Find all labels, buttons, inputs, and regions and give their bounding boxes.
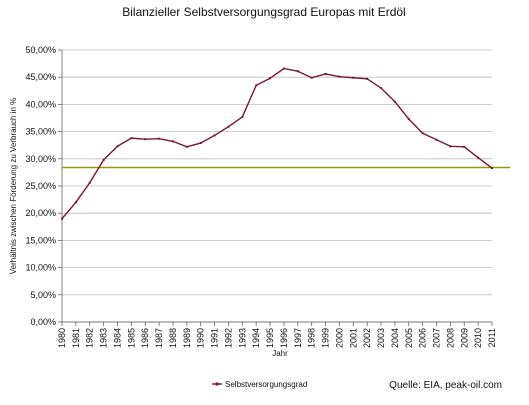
data-point	[213, 134, 216, 137]
x-tick-label: 1981	[71, 328, 81, 348]
data-point	[296, 70, 299, 73]
x-tick-label: 1985	[126, 328, 136, 348]
data-point	[449, 145, 452, 148]
data-point	[227, 125, 230, 128]
y-tick-label: 0,00%	[30, 317, 56, 327]
series-line	[61, 67, 493, 220]
data-point	[102, 158, 105, 161]
data-point	[74, 201, 77, 204]
x-tick-label: 1994	[251, 328, 261, 348]
data-point	[366, 77, 369, 80]
x-tick-label: 1984	[112, 328, 122, 348]
data-point	[158, 137, 161, 140]
data-point	[380, 87, 383, 90]
data-point	[282, 67, 285, 70]
data-point	[310, 76, 313, 79]
data-point	[352, 76, 355, 79]
data-point	[491, 167, 493, 170]
y-axis-label: Verhältnis zwischen Förderung zu Verbrau…	[9, 98, 18, 275]
x-tick-label: 1993	[237, 328, 247, 348]
axis-layer	[58, 49, 493, 326]
source-text: Quelle: EIA, peak-oil.com	[389, 380, 502, 391]
x-tick-label: 1995	[265, 328, 275, 348]
data-point	[407, 118, 410, 121]
tick-layer: 0,00% 5,00% 10,00% 15,00% 20,00% 25,00% 30,00%…	[25, 45, 497, 348]
x-tick-label: 2006	[418, 328, 428, 348]
series-layer	[61, 67, 493, 220]
x-tick-label: 2003	[376, 328, 386, 348]
x-tick-label: 2005	[404, 328, 414, 348]
data-point	[88, 181, 91, 184]
x-tick-label: 1987	[154, 328, 164, 348]
data-point	[421, 132, 424, 135]
x-tick-label: 1982	[85, 328, 95, 348]
x-tick-label: 1986	[140, 328, 150, 348]
data-point	[255, 84, 258, 87]
data-point	[241, 115, 244, 118]
x-tick-label: 1989	[182, 328, 192, 348]
data-point	[130, 137, 133, 140]
y-tick-label: 40,00%	[25, 99, 56, 109]
y-tick-label: 20,00%	[25, 208, 56, 218]
x-tick-label: 1996	[279, 328, 289, 348]
y-tick-label: 25,00%	[25, 181, 56, 191]
data-point	[324, 72, 327, 75]
x-tick-label: 1990	[196, 328, 206, 348]
x-tick-label: 2010	[473, 328, 483, 348]
y-tick-label: 5,00%	[30, 290, 56, 300]
x-tick-label: 2008	[445, 328, 455, 348]
x-tick-label: 2004	[390, 328, 400, 348]
legend-label: Selbstversorgungsgrad	[225, 380, 307, 389]
y-tick-label: 30,00%	[25, 154, 56, 164]
x-tick-label: 2009	[459, 328, 469, 348]
grid-layer	[62, 49, 492, 323]
chart-title: Bilanzieller Selbstversorgungsgrad Europ…	[122, 5, 405, 19]
y-tick-label: 45,00%	[25, 72, 56, 82]
x-tick-label: 2001	[348, 328, 358, 348]
data-point	[477, 156, 480, 159]
data-point	[463, 145, 466, 148]
x-axis-label: Jahr	[272, 349, 288, 358]
y-tick-label: 35,00%	[25, 127, 56, 137]
x-tick-label: 1983	[99, 328, 109, 348]
data-point	[171, 140, 174, 143]
y-tick-label: 50,00%	[25, 45, 56, 55]
x-tick-label: 2000	[334, 328, 344, 348]
data-point	[116, 145, 119, 148]
x-tick-label: 1980	[57, 328, 67, 348]
data-point	[269, 77, 272, 80]
x-tick-label: 1999	[321, 328, 331, 348]
data-point	[185, 145, 188, 148]
data-point	[338, 75, 341, 78]
x-tick-label: 1997	[293, 328, 303, 348]
legend-marker	[215, 382, 219, 386]
x-tick-label: 1991	[210, 328, 220, 348]
y-tick-label: 15,00%	[25, 235, 56, 245]
x-tick-label: 1992	[223, 328, 233, 348]
y-tick-label: 10,00%	[25, 263, 56, 273]
data-point	[393, 100, 396, 103]
x-tick-label: 2002	[362, 328, 372, 348]
data-point	[199, 142, 202, 145]
legend: Selbstversorgungsgrad	[212, 380, 307, 389]
data-point	[144, 138, 147, 141]
data-point	[61, 217, 63, 220]
data-point	[435, 138, 438, 141]
x-tick-label: 2011	[487, 328, 497, 347]
x-tick-label: 2007	[432, 328, 442, 348]
x-tick-label: 1988	[168, 328, 178, 348]
x-tick-label: 1998	[307, 328, 317, 348]
